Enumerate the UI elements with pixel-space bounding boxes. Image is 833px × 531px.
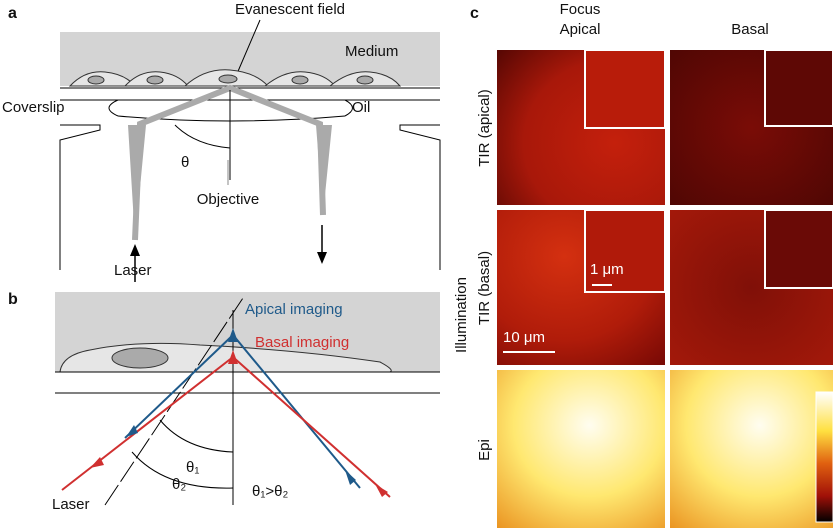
image — [670, 370, 833, 528]
pointer — [235, 19, 261, 77]
row-label: TIR (apical) — [476, 89, 493, 167]
theta-label: θ — [181, 154, 189, 171]
inset-borders — [584, 49, 833, 293]
panel-label: b — [8, 291, 18, 308]
oil-label: Oil — [352, 99, 370, 116]
apical-label: Apical imaging — [245, 301, 343, 318]
laser-label: Laser — [52, 496, 90, 513]
medium-label: Medium — [345, 43, 398, 60]
panel-b: b Apical imaging Basal imaging θ₁ θ₂ Las… — [8, 291, 440, 513]
panel-a: a Medium Evanescent field Coverslip Oil … — [2, 1, 441, 282]
colorbar — [815, 391, 833, 523]
arrowhead — [130, 244, 140, 256]
laser-label: Laser — [114, 262, 152, 279]
wavefront — [104, 297, 244, 506]
arc — [131, 451, 234, 489]
coverslip-lines — [59, 87, 441, 270]
panel-c: c Focus Apical Basal Illumination TIR (a… — [453, 1, 833, 528]
image — [497, 370, 665, 528]
basal-label: Basal imaging — [255, 334, 349, 351]
inset-scale-label: 1 μm — [590, 261, 624, 278]
scale-label: 10 μm — [503, 329, 545, 346]
panel-label: a — [8, 5, 17, 22]
illumination-label: Illumination — [453, 277, 470, 353]
focus-label: Focus — [560, 1, 601, 18]
basal-ray — [61, 355, 391, 498]
nucleus — [111, 347, 169, 369]
evanescent-label: Evanescent field — [235, 1, 345, 18]
relation-label: θ₁>θ₂ — [252, 483, 289, 500]
column-label: Apical — [560, 21, 601, 38]
panel-label: c — [470, 5, 479, 22]
row-label: TIR (basal) — [476, 251, 493, 325]
arc — [159, 419, 234, 453]
angle-arc — [174, 124, 231, 149]
objective-label: Objective — [197, 191, 260, 208]
theta1-label: θ₁ — [186, 459, 199, 476]
cells — [68, 69, 402, 87]
arrowhead — [317, 252, 327, 264]
row-label: Epi — [476, 439, 493, 461]
coverslip-label: Coverslip — [2, 99, 65, 116]
theta2-label: θ₂ — [172, 476, 186, 493]
beams — [132, 84, 326, 241]
column-label: Basal — [731, 21, 769, 38]
